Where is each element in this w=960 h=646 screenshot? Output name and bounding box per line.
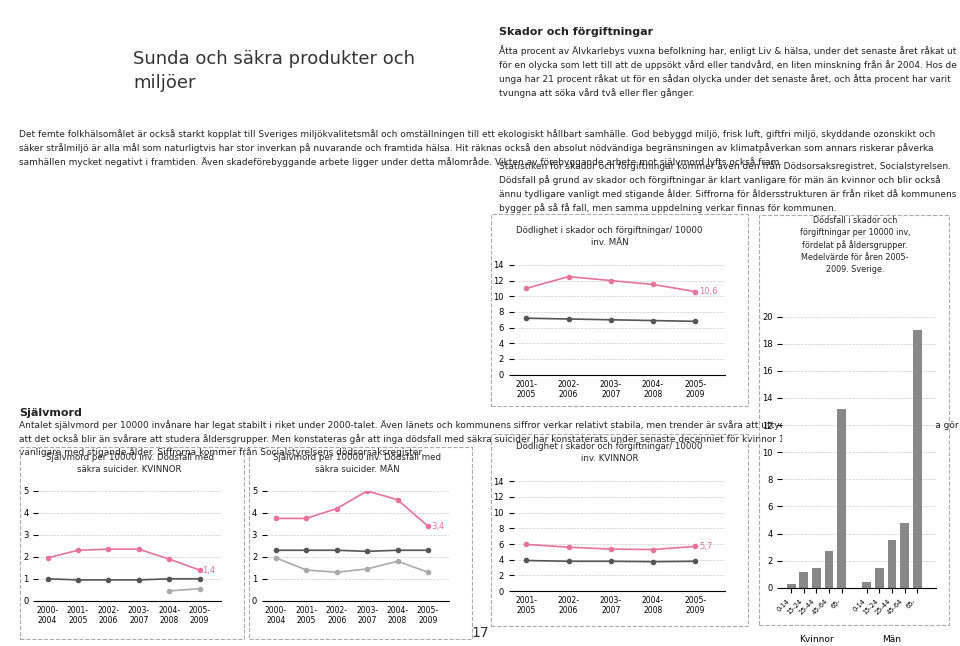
Text: Målområde: Målområde	[12, 114, 22, 157]
Text: Dödlighet i skador och förgiftningar/ 10000
inv. MÄN: Dödlighet i skador och förgiftningar/ 10…	[516, 226, 703, 247]
Text: Det femte folkhälsomålet är också starkt kopplat till Sveriges miljökvalitetsmål: Det femte folkhälsomålet är också starkt…	[19, 129, 935, 167]
Bar	[900, 523, 909, 588]
Text: 17: 17	[471, 626, 489, 640]
Bar	[862, 583, 871, 588]
Text: 5: 5	[46, 99, 81, 147]
Text: Antalet självmord per 10000 invånare har legat stabilt i riket under 2000-talet.: Antalet självmord per 10000 invånare har…	[19, 420, 959, 457]
Text: 5,7: 5,7	[700, 542, 712, 551]
Bar	[913, 330, 922, 588]
Bar	[812, 567, 821, 588]
Text: Kvinnor: Kvinnor	[799, 636, 833, 644]
Bar	[787, 584, 796, 588]
Text: Män: Män	[882, 636, 901, 644]
Text: Självmord per 10000 inv. Dödsfall med
säkra suicider. KVINNOR: Självmord per 10000 inv. Dödsfall med sä…	[45, 453, 213, 474]
Bar	[888, 540, 897, 588]
Bar	[837, 409, 846, 588]
Bar	[800, 572, 808, 588]
Text: Åtta procent av Älvkarlebys vuxna befolkning har, enligt Liv & hälsa, under det : Åtta procent av Älvkarlebys vuxna befolk…	[499, 45, 957, 98]
Bar	[875, 567, 884, 588]
Text: Statistiken för skador och förgiftningar kommer även den från Dödsorsaksregistre: Statistiken för skador och förgiftningar…	[499, 162, 956, 213]
Text: Dödlighet i skador och förgiftningar/ 10000
inv. KVINNOR: Dödlighet i skador och förgiftningar/ 10…	[516, 443, 703, 463]
Bar	[825, 551, 833, 588]
Text: Sunda och säkra produkter och
miljöer: Sunda och säkra produkter och miljöer	[133, 50, 416, 92]
Text: 3,4: 3,4	[431, 521, 444, 530]
Text: Självmord: Självmord	[19, 408, 82, 419]
Text: Självmord per 10000 inv. Dödsfall med
säkra suicider. MÄN: Självmord per 10000 inv. Dödsfall med sä…	[273, 453, 442, 474]
Text: Dödsfall i skador och
förgiftningar per 10000 inv,
fördelat på åldersgrupper.
Me: Dödsfall i skador och förgiftningar per …	[800, 216, 910, 274]
Text: Skador och förgiftningar: Skador och förgiftningar	[499, 27, 654, 37]
Text: 1,4: 1,4	[203, 565, 216, 574]
Text: 10,6: 10,6	[700, 287, 718, 296]
